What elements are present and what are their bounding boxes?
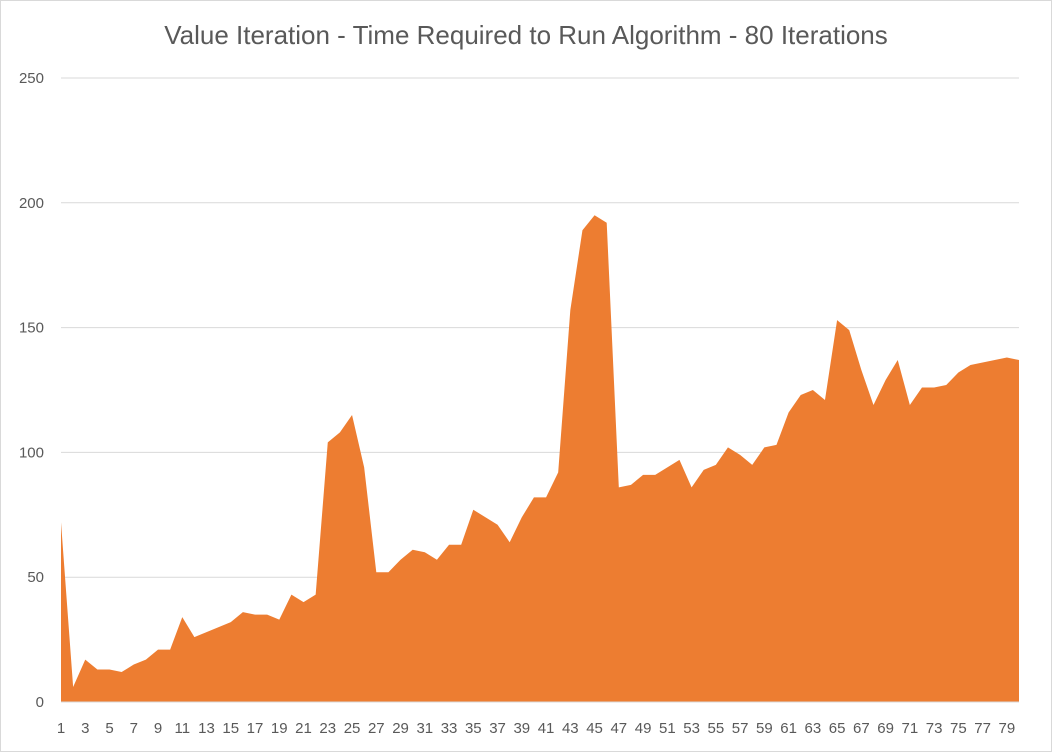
x-tick-label: 25 [344,720,361,737]
x-tick-label: 61 [780,720,797,737]
y-tick-label: 0 [36,694,44,711]
x-tick-label: 57 [732,720,749,737]
x-tick-label: 53 [683,720,700,737]
y-tick-label: 200 [19,195,44,212]
x-tick-label: 41 [538,720,555,737]
x-tick-label: 33 [441,720,458,737]
x-tick-label: 55 [707,720,724,737]
x-tick-label: 13 [198,720,215,737]
x-tick-label: 47 [610,720,627,737]
x-tick-label: 23 [319,720,336,737]
chart-title: Value Iteration - Time Required to Run A… [164,20,888,50]
x-tick-label: 35 [465,720,482,737]
area-series-time [61,215,1019,702]
x-tick-label: 49 [635,720,652,737]
x-tick-label: 77 [974,720,991,737]
x-tick-label: 21 [295,720,312,737]
y-tick-label: 150 [19,320,44,337]
x-tick-label: 27 [368,720,385,737]
x-tick-label: 5 [105,720,113,737]
x-tick-label: 69 [877,720,894,737]
x-tick-label: 3 [81,720,89,737]
x-tick-label: 37 [489,720,506,737]
x-tick-label: 51 [659,720,676,737]
x-tick-label: 15 [222,720,239,737]
x-tick-label: 59 [756,720,773,737]
x-tick-label: 43 [562,720,579,737]
x-tick-label: 63 [805,720,822,737]
x-tick-label: 7 [130,720,138,737]
y-axis-ticks: 0 50 100 150 200 250 [19,70,44,711]
x-tick-label: 67 [853,720,870,737]
area-series [61,215,1019,702]
x-tick-label: 45 [586,720,603,737]
x-tick-label: 17 [247,720,264,737]
y-tick-label: 100 [19,444,44,461]
x-tick-label: 75 [950,720,967,737]
x-tick-label: 29 [392,720,409,737]
y-tick-label: 250 [19,70,44,87]
x-tick-label: 31 [416,720,433,737]
x-tick-label: 79 [999,720,1016,737]
x-tick-label: 73 [926,720,943,737]
x-tick-label: 71 [902,720,919,737]
x-tick-label: 1 [57,720,65,737]
x-tick-label: 65 [829,720,846,737]
x-axis-ticks: 1 3 5 7 9 11 13 15 17 19 21 23 25 27 29 31 33 35 37 39 41 43 4… [57,701,1019,737]
y-tick-label: 50 [27,569,44,586]
x-tick-label: 9 [154,720,162,737]
x-tick-label: 39 [513,720,530,737]
x-tick-label: 11 [174,720,190,737]
x-tick-label: 19 [271,720,288,737]
